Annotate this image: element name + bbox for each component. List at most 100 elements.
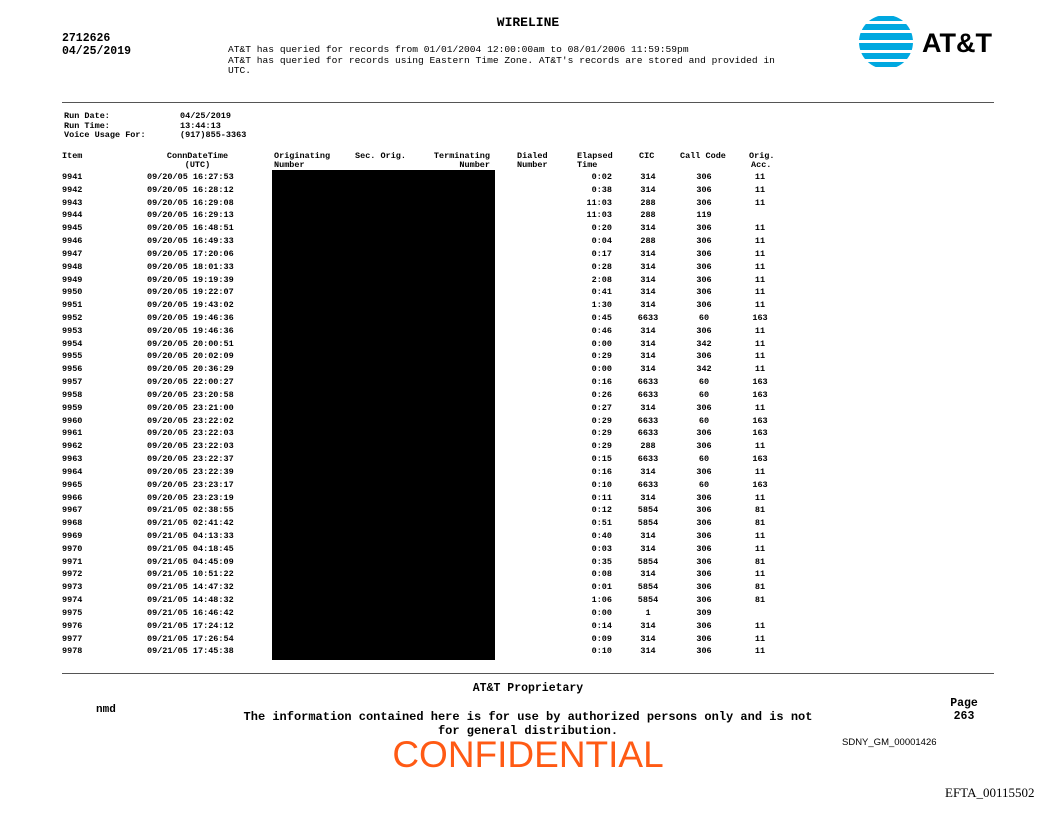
col-label: (UTC) [184, 160, 211, 170]
orig-acc-cell: 11 [754, 543, 766, 554]
cic-cell: 5854 [637, 582, 659, 593]
col-label: Number [274, 160, 305, 170]
cic-cell: 5854 [637, 595, 659, 606]
orig-acc-cell: 11 [754, 466, 766, 477]
initials: nmd [96, 704, 116, 716]
conndatetime-cell: 09/20/05 23:22:39 [147, 466, 234, 477]
run-date-label: Run Date: [64, 111, 110, 121]
orig-acc-cell: 81 [754, 595, 766, 606]
cic-cell: 6633 [637, 479, 659, 490]
item-cell: 9974 [62, 595, 83, 606]
query-line: UTC. [228, 65, 252, 76]
call-code-cell: 306 [696, 300, 712, 311]
conndatetime-cell: 09/20/05 19:46:36 [147, 313, 234, 324]
elapsed-time-cell: 0:00 [591, 607, 612, 618]
item-cell: 9941 [62, 172, 83, 182]
orig-acc-cell: 81 [754, 518, 766, 529]
conndatetime-cell: 09/21/05 17:24:12 [147, 620, 234, 631]
cic-cell: 314 [640, 172, 656, 182]
elapsed-time-cell: 0:17 [591, 248, 612, 259]
cic-cell: 314 [640, 620, 656, 631]
orig-acc-cell: 81 [754, 556, 766, 567]
orig-acc-cell: 81 [754, 582, 766, 593]
cic-cell: 314 [640, 325, 656, 336]
col-label: Originating [274, 151, 331, 161]
elapsed-time-cell: 0:08 [591, 569, 612, 580]
cic-cell: 5854 [637, 505, 659, 516]
elapsed-time-cell: 0:29 [591, 351, 612, 362]
cic-cell: 288 [640, 441, 656, 452]
orig-acc-cell: 11 [754, 338, 766, 349]
confidential-stamp: CONFIDENTIAL [392, 734, 664, 775]
item-cell: 9968 [62, 518, 83, 529]
item-cell: 9975 [62, 607, 83, 618]
item-cell: 9954 [62, 338, 83, 349]
cic-cell: 6633 [637, 415, 659, 426]
conndatetime-cell: 09/20/05 23:22:37 [147, 454, 234, 465]
item-cell: 9950 [62, 287, 83, 298]
call-code-cell: 306 [696, 402, 712, 413]
call-code-cell: 60 [698, 313, 710, 324]
call-code-cell: 306 [696, 441, 712, 452]
conndatetime-cell: 09/20/05 23:23:19 [147, 492, 234, 503]
orig-acc-cell: 11 [754, 325, 766, 336]
conndatetime-cell: 09/20/05 23:22:03 [147, 428, 234, 439]
conndatetime-cell: 09/20/05 16:49:33 [147, 236, 234, 247]
cic-cell: 314 [640, 530, 656, 541]
conndatetime-cell: 09/20/05 23:22:03 [147, 441, 234, 452]
elapsed-time-cell: 1:06 [591, 595, 612, 606]
elapsed-time-cell: 0:29 [591, 428, 612, 439]
conndatetime-cell: 09/20/05 19:46:36 [147, 325, 234, 336]
elapsed-time-cell: 0:04 [591, 236, 612, 247]
call-code-cell: 306 [696, 351, 712, 362]
elapsed-time-cell: 0:10 [591, 646, 612, 657]
orig-acc-cell: 11 [754, 530, 766, 541]
call-code-cell: 306 [696, 530, 712, 541]
call-code-cell: 306 [696, 428, 712, 439]
col-label: ConnDateTime [166, 151, 229, 161]
elapsed-time-cell: 0:20 [591, 223, 612, 234]
item-cell: 9951 [62, 300, 83, 311]
call-code-cell: 306 [696, 595, 712, 606]
conndatetime-cell: 09/20/05 18:01:33 [147, 261, 234, 272]
call-code-cell: 306 [696, 274, 712, 285]
col-orig-acc: Orig. Acc. [749, 152, 775, 170]
col-terminating: Terminating Number [426, 152, 490, 170]
cic-cell: 314 [640, 543, 656, 554]
call-code-cell: 306 [696, 223, 712, 234]
conndatetime-cell: 09/21/05 04:13:33 [147, 530, 234, 541]
item-cell: 9969 [62, 530, 83, 541]
item-cell: 9972 [62, 569, 83, 580]
col-call-code: Call Code [680, 151, 726, 161]
item-cell: 9960 [62, 415, 83, 426]
call-code-cell: 306 [696, 184, 712, 195]
page-number: 263 [953, 710, 975, 723]
orig-acc-cell: 11 [754, 223, 766, 234]
cic-cell: 314 [640, 261, 656, 272]
conndatetime-cell: 09/20/05 20:36:29 [147, 364, 234, 375]
conndatetime-cell: 09/20/05 19:19:39 [147, 274, 234, 285]
col-originating: Originating Number [274, 152, 338, 170]
call-code-cell: 306 [696, 543, 712, 554]
call-code-cell: 306 [696, 248, 712, 259]
item-cell: 9977 [62, 633, 83, 644]
elapsed-time-cell: 0:14 [591, 620, 612, 631]
elapsed-time-cell: 0:26 [591, 389, 612, 400]
distribution-notice: The information contained here is for us… [150, 710, 906, 738]
orig-acc-cell: 11 [754, 633, 766, 644]
col-label: Orig. [749, 151, 775, 161]
orig-acc-cell: 163 [752, 428, 768, 439]
orig-acc-cell: 11 [754, 492, 766, 503]
call-code-cell: 119 [696, 210, 712, 221]
col-item: Item [62, 151, 83, 161]
item-cell: 9973 [62, 582, 83, 593]
orig-acc-cell: 11 [754, 569, 766, 580]
bates-number: SDNY_GM_00001426 [842, 737, 937, 748]
conndatetime-cell: 09/21/05 17:45:38 [147, 646, 234, 657]
orig-acc-cell: 11 [754, 172, 766, 182]
item-cell: 9966 [62, 492, 83, 503]
cic-cell: 314 [640, 569, 656, 580]
item-cell: 9971 [62, 556, 83, 567]
orig-acc-cell: 11 [754, 236, 766, 247]
call-code-cell: 306 [696, 518, 712, 529]
